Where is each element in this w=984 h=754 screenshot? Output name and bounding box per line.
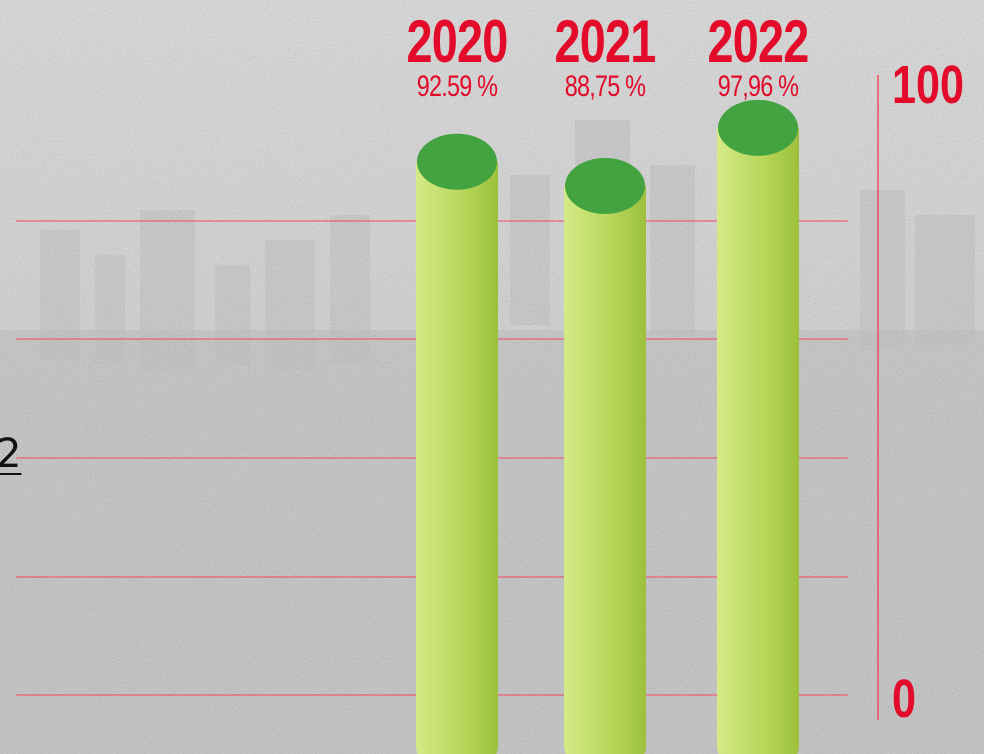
- y-tick-label: 100: [892, 55, 965, 115]
- cropped-edge-text: 2: [0, 431, 22, 477]
- data-label: 88,75 %: [564, 70, 646, 103]
- category-label: 2020: [406, 8, 508, 75]
- category-label: 2022: [707, 8, 809, 75]
- bar-top: [417, 133, 497, 190]
- y-tick-label: 0: [892, 669, 917, 729]
- bar-top: [718, 99, 798, 156]
- bar-2021: [564, 157, 646, 754]
- bar-2022: [717, 99, 799, 754]
- bar-top: [565, 157, 645, 214]
- bar-body: [416, 161, 498, 754]
- category-label: 2021: [554, 8, 656, 75]
- bar-2020: [416, 133, 498, 754]
- bar-body: [564, 185, 646, 754]
- bar-body: [717, 127, 799, 754]
- bars: [416, 99, 799, 754]
- data-label: 92.59 %: [416, 70, 498, 103]
- data-label: 97,96 %: [717, 70, 799, 103]
